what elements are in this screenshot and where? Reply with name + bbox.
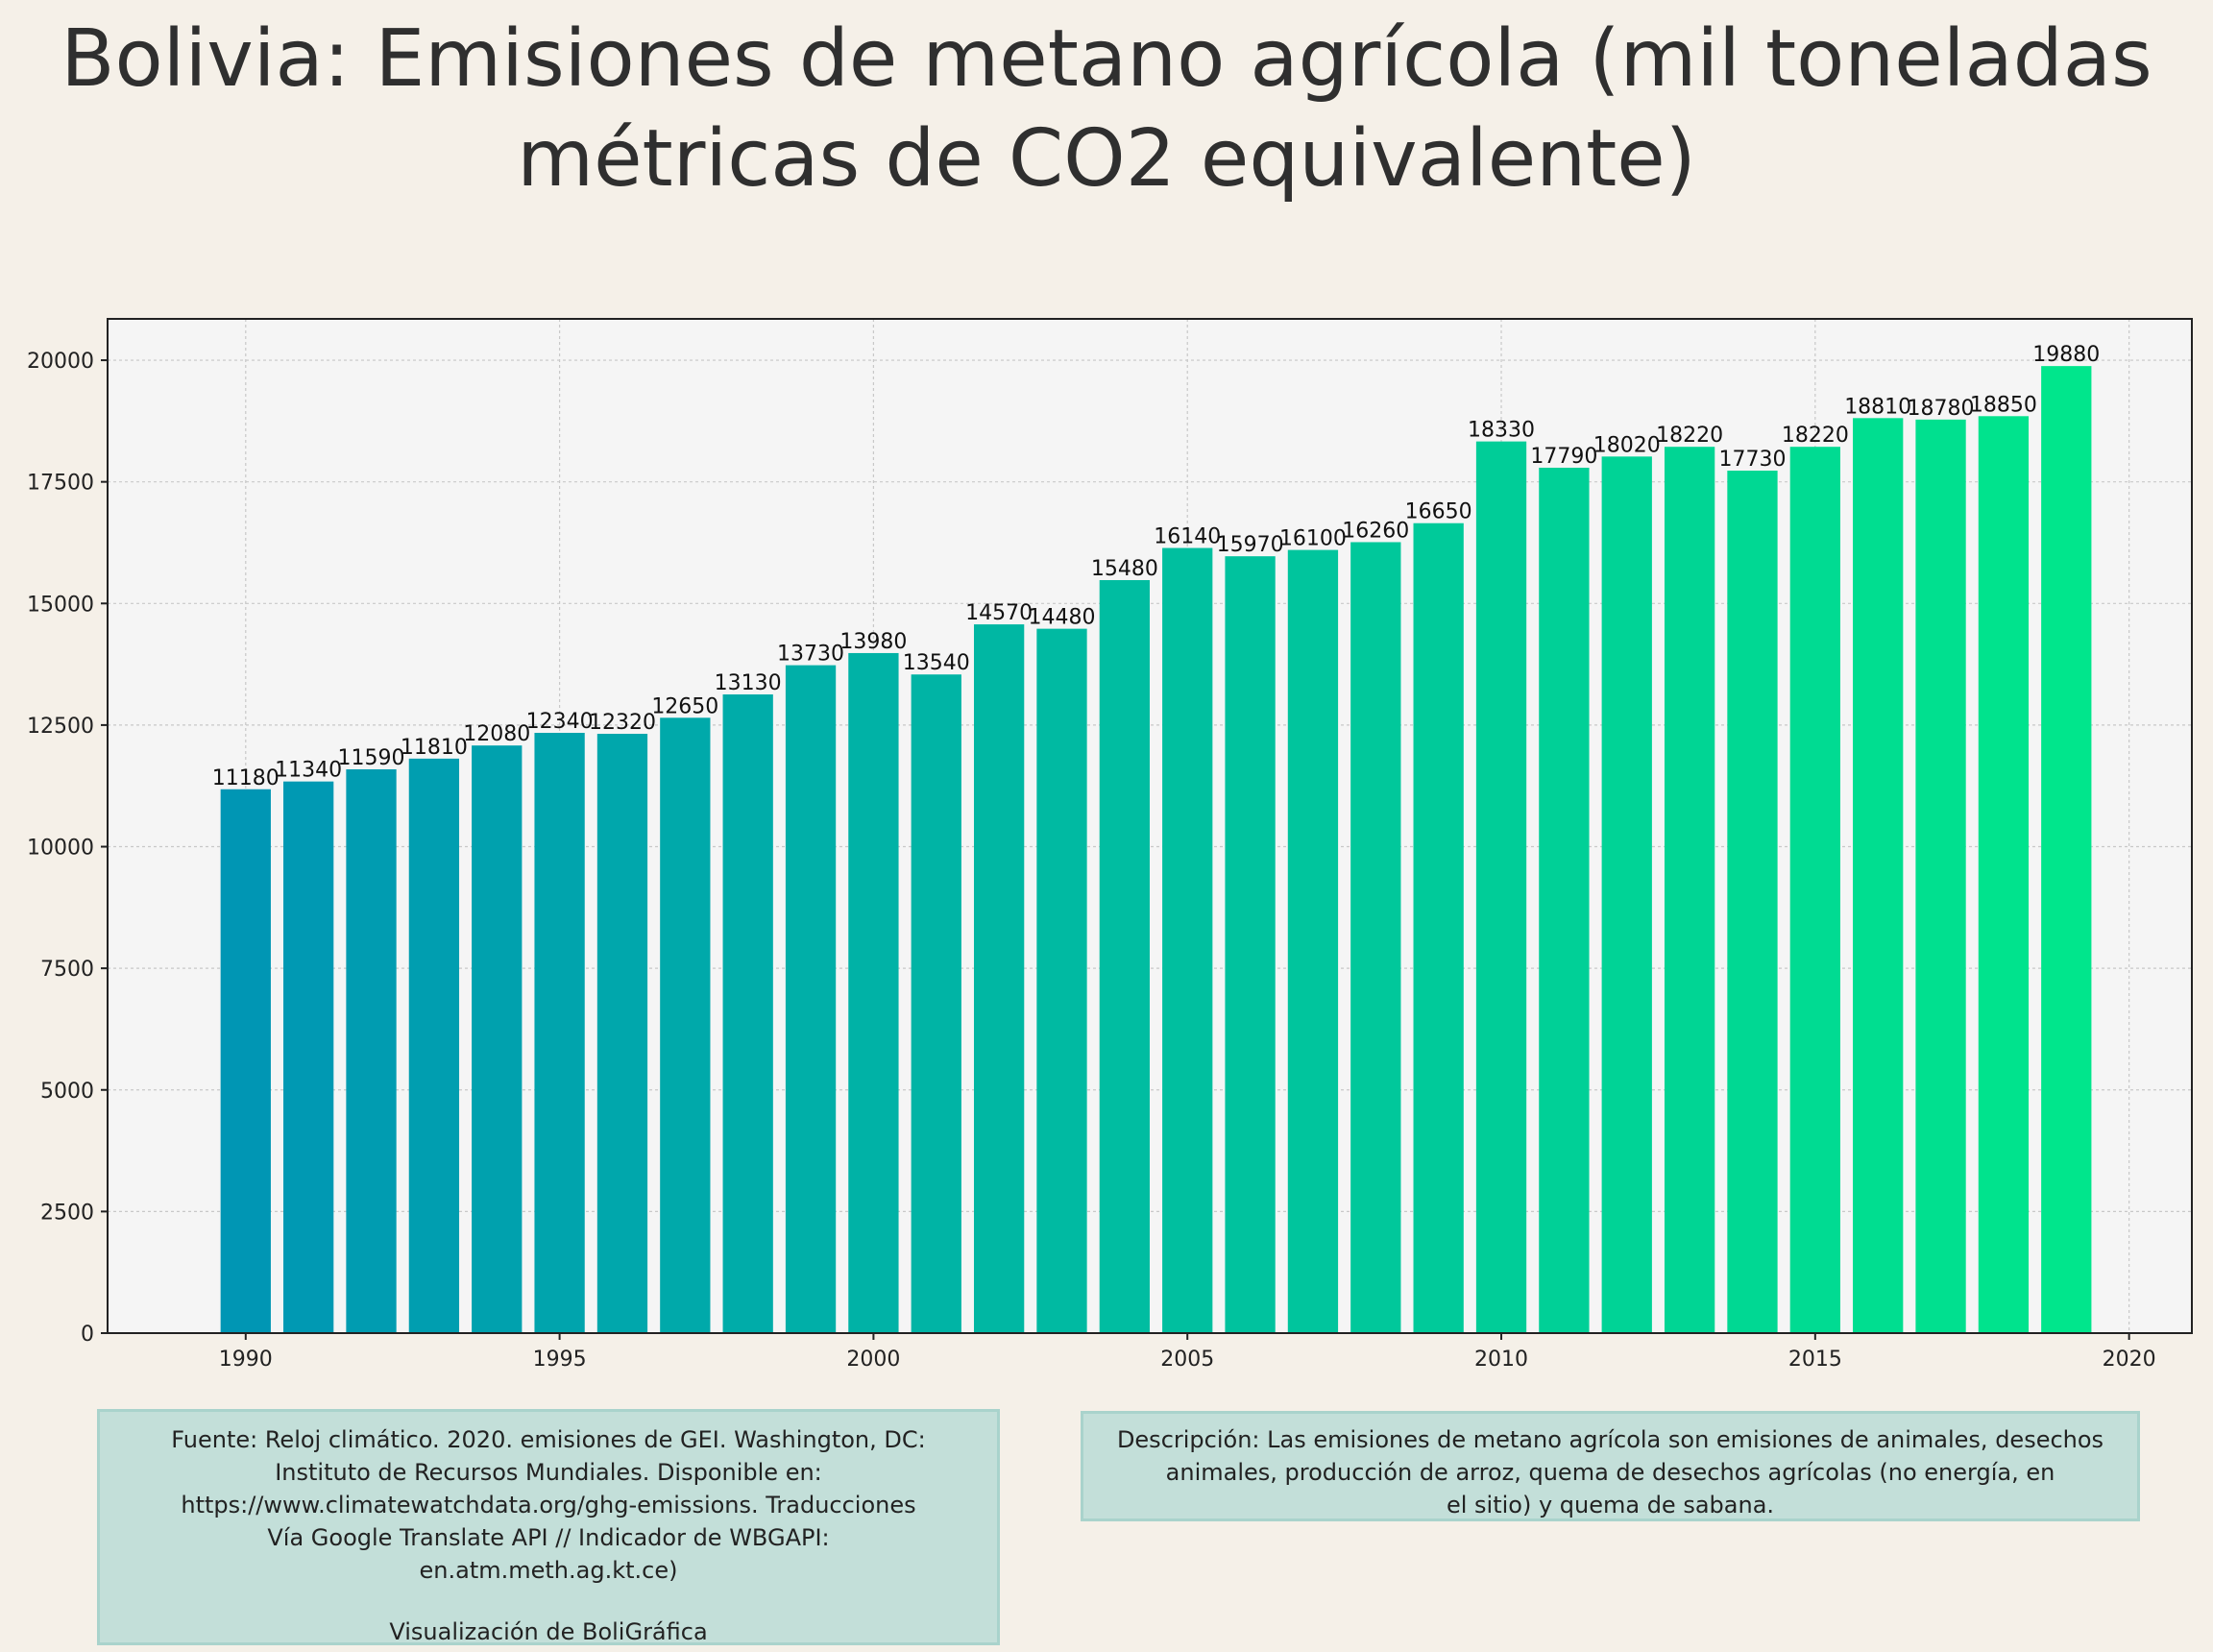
bar-value-label: 13730 [777,643,844,667]
x-tick-label: 2005 [1160,1348,1214,1372]
bar-value-label: 14480 [1028,606,1095,630]
bar [848,652,899,1333]
x-tick-label: 2000 [846,1348,900,1372]
bar [1539,467,1590,1333]
y-tick-label: 17500 [27,472,94,496]
bar-value-label: 16650 [1405,500,1472,524]
y-tick-label: 7500 [40,958,94,982]
bar-value-label: 15480 [1091,557,1158,581]
bar-value-label: 12340 [526,710,594,734]
bar-value-label: 18330 [1468,419,1535,443]
data-labels: 1118011340115901181012080123401232012650… [212,343,2100,790]
bar-value-label: 17730 [1718,448,1786,472]
bar [1853,418,1904,1333]
source-line: Fuente: Reloj climático. 2020. emisiones… [171,1426,926,1453]
bar [1601,456,1652,1333]
y-axis: 0 2500 5000 7500 10000 12500 15000 17500 20000 [27,350,108,1347]
bar [534,733,585,1333]
bar-value-label: 18810 [1844,395,1911,419]
bar [1287,549,1339,1333]
bar-value-label: 18220 [1656,424,1723,448]
bar [1727,471,1778,1333]
x-axis: 1990 1995 2000 2005 2010 2015 2020 [219,1333,2156,1372]
bar-value-label: 12650 [651,694,718,718]
bar [1475,441,1527,1333]
bar [1413,522,1464,1333]
plot-frame [107,318,2193,1334]
y-tick-label: 12500 [27,715,94,739]
bar-value-label: 16140 [1154,525,1221,549]
description-line: Descripción: Las emisiones de metano agr… [1116,1426,2104,1453]
bar-value-label: 18850 [1970,393,2037,417]
bar-value-label: 12320 [589,711,656,735]
bar-value-label: 18780 [1908,397,1975,421]
bar-value-label: 13980 [839,630,907,654]
bar-value-label: 17790 [1530,445,1597,469]
x-tick-label: 1995 [533,1348,587,1372]
credit-line: Visualización de BoliGráfica [389,1618,708,1645]
bar [408,758,460,1333]
bar-value-label: 18020 [1593,433,1661,457]
bar-value-label: 14570 [965,601,1033,625]
chart-title: Bolivia: Emisiones de metano agrícola (m… [61,13,2152,205]
bar-chart: 1118011340115901181012080123401232012650… [27,318,2193,1372]
y-tick-label: 20000 [27,350,94,374]
bar [1036,628,1087,1333]
bar-value-label: 11590 [338,746,405,770]
y-tick-label: 10000 [27,837,94,861]
bar-value-label: 13540 [903,651,970,675]
bar [1789,447,1840,1333]
description-box: Descripción: Las emisiones de metano agr… [1081,1411,2140,1521]
source-box: Fuente: Reloj climático. 2020. emisiones… [97,1409,1000,1645]
bar [220,789,271,1333]
bar [1162,547,1213,1333]
bar [472,745,523,1333]
x-tick-label: 2015 [1788,1348,1842,1372]
bar [1915,419,1966,1333]
bar-value-label: 11340 [275,759,342,783]
y-tick-label: 5000 [40,1080,94,1104]
x-tick-label: 2020 [2103,1348,2156,1372]
bar [722,693,773,1333]
bar [973,624,1025,1333]
bar-value-label: 13130 [715,671,782,695]
bar-value-label: 12080 [463,722,530,746]
y-tick-label: 15000 [27,593,94,617]
bar-value-label: 15970 [1217,533,1284,557]
y-tick-label: 2500 [40,1201,94,1225]
bar-value-label: 16100 [1279,527,1347,551]
bar [660,717,711,1333]
source-line: https://www.climatewatchdata.org/ghg-emi… [181,1492,916,1518]
bar [1978,416,2030,1334]
bar [283,781,334,1333]
bar [1225,556,1276,1333]
bar [1350,542,1401,1333]
bar [1664,447,1715,1333]
description-line: animales, producción de arroz, quema de … [1165,1459,2055,1486]
description-line: el sitio) y quema de sabana. [1446,1492,1775,1518]
bar-value-label: 16260 [1342,519,1409,543]
bar-value-label: 18220 [1782,424,1849,448]
x-tick-label: 2010 [1474,1348,1528,1372]
bar-value-label: 11810 [401,736,468,760]
bar [1099,579,1150,1333]
bar [911,674,961,1333]
source-line: Instituto de Recursos Mundiales. Disponi… [275,1459,822,1486]
source-line: en.atm.meth.ag.kt.ce) [419,1557,678,1584]
bar [596,734,648,1333]
x-tick-label: 1990 [219,1348,273,1372]
bar-value-label: 19880 [2032,343,2100,367]
bar [2041,366,2092,1333]
bar [346,768,397,1333]
bars [220,366,2092,1334]
bar-value-label: 11180 [212,766,280,790]
source-line: Vía Google Translate API // Indicador de… [267,1524,830,1551]
bar [785,665,837,1333]
y-tick-label: 0 [81,1323,94,1347]
